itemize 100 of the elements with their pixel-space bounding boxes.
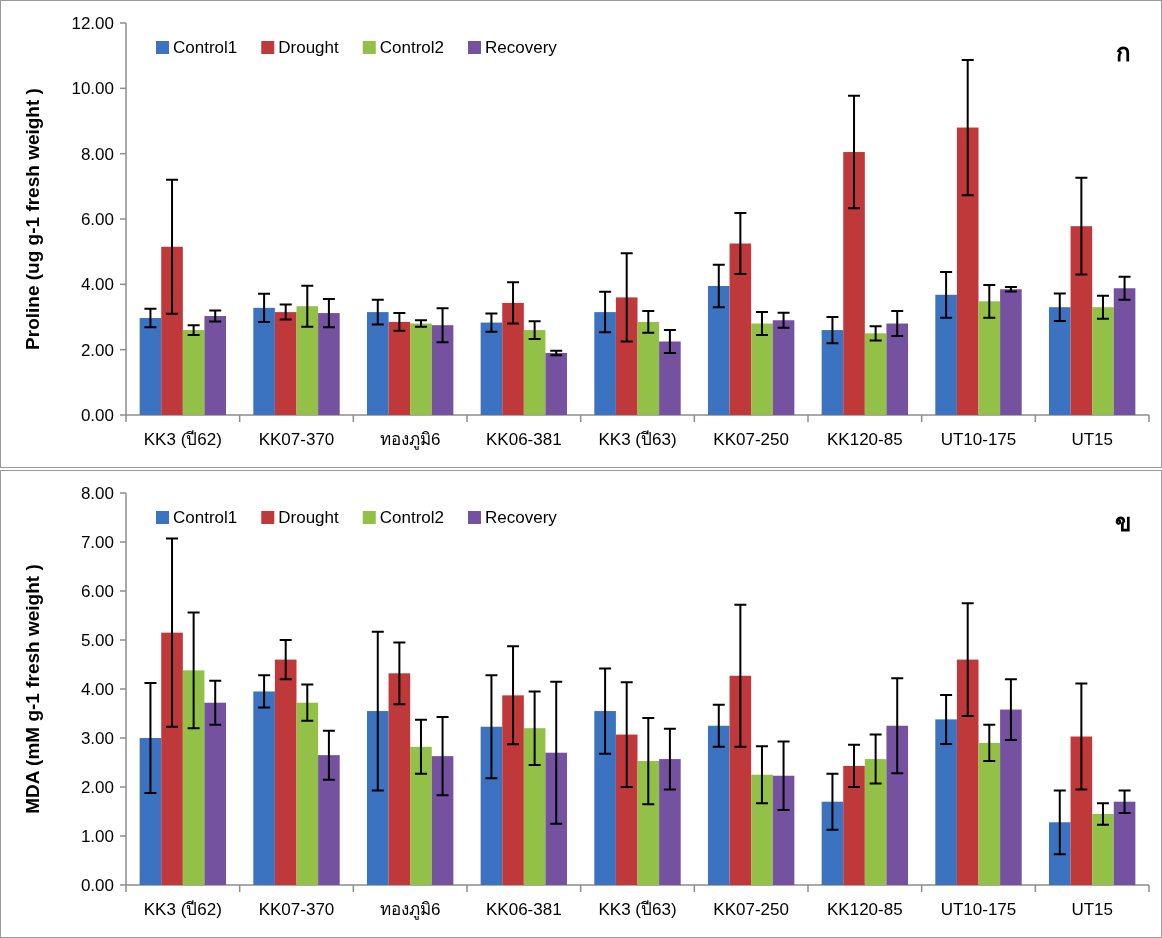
x-tick-label: UT10-175 [940, 900, 1017, 919]
x-tick-label: UT15 [1071, 430, 1113, 449]
bar [956, 659, 979, 885]
x-tick-label: KK120-85 [827, 900, 903, 919]
bar [1113, 288, 1136, 415]
x-tick-label: KK06-381 [486, 900, 562, 919]
legend-label: Recovery [485, 508, 558, 527]
bar [161, 632, 183, 885]
bar [318, 313, 340, 415]
bar [480, 726, 503, 885]
bar [615, 734, 638, 885]
y-tick-label: 3.00 [80, 729, 114, 748]
y-tick-label: 5.00 [80, 631, 114, 650]
bar [139, 317, 162, 415]
bar [864, 333, 887, 415]
bar [594, 312, 616, 415]
bar [659, 341, 681, 415]
bar [253, 691, 275, 885]
bar [161, 246, 183, 415]
bar [253, 307, 275, 415]
x-tick-label: ทองภูมิ6 [379, 900, 441, 920]
x-tick-label: KK3 (ปี62) [143, 430, 222, 449]
y-tick-label: 12.00 [71, 14, 114, 33]
bar [935, 719, 957, 885]
y-tick-label: 2.00 [80, 778, 114, 797]
bar [502, 302, 524, 415]
y-tick-label: 0.00 [80, 876, 114, 895]
x-tick-label: KK120-85 [827, 430, 903, 449]
bar [751, 774, 773, 885]
y-tick-label: 6.00 [80, 210, 114, 229]
bar [1070, 736, 1093, 885]
bar [204, 702, 227, 885]
bar [480, 322, 503, 415]
bar [843, 765, 865, 885]
bar [935, 294, 957, 415]
bar [274, 659, 297, 885]
bar [410, 746, 432, 885]
y-tick-label: 1.00 [80, 827, 114, 846]
bar [772, 775, 795, 885]
x-tick-label: ทองภูมิ6 [379, 430, 441, 450]
bar [431, 325, 454, 415]
bar [637, 761, 660, 885]
bar [1000, 709, 1022, 885]
legend-label: Drought [278, 38, 340, 57]
x-tick-label: UT10-175 [940, 430, 1017, 449]
x-tick-label: UT15 [1071, 900, 1113, 919]
bar [502, 695, 524, 885]
bar [1048, 307, 1071, 415]
bar [388, 673, 411, 885]
x-tick-label: KK07-250 [713, 430, 789, 449]
y-tick-label: 10.00 [71, 79, 114, 99]
y-tick-label: 4.00 [80, 275, 114, 295]
bar [707, 725, 730, 885]
y-axis-title: MDA (mM g-1 fresh weight ) [22, 564, 43, 814]
x-tick-label: KK3 (ปี63) [598, 430, 677, 449]
bar [843, 152, 865, 415]
legend-label: Control2 [379, 508, 445, 527]
bar [729, 675, 752, 885]
bar [545, 352, 568, 415]
y-tick-label: 8.00 [80, 144, 114, 164]
bar [729, 243, 752, 415]
bar [545, 752, 568, 885]
x-tick-label: KK3 (ปี63) [598, 900, 677, 919]
y-axis-title: Proline (ug g-1 fresh weight ) [22, 88, 43, 350]
bar [523, 330, 546, 415]
y-tick-label: 7.00 [80, 533, 114, 552]
bar [182, 670, 205, 885]
bar [296, 702, 319, 885]
bar [1048, 822, 1071, 885]
x-tick-label: KK06-381 [486, 430, 562, 449]
y-tick-label: 4.00 [80, 680, 114, 699]
bar [366, 711, 389, 885]
bar [707, 285, 730, 415]
bar [410, 323, 432, 415]
annotation: ก [1116, 39, 1131, 66]
bar [274, 312, 297, 415]
x-tick-label: KK07-250 [713, 900, 789, 919]
bar [431, 756, 454, 885]
y-tick-label: 2.00 [80, 340, 114, 360]
bar [1092, 813, 1114, 885]
bar [772, 320, 795, 415]
bar [182, 330, 205, 415]
bar [366, 312, 389, 415]
legend-label: Drought [278, 508, 340, 527]
bar [978, 742, 1001, 885]
annotation: ข [1115, 509, 1131, 536]
legend-label: Control1 [173, 38, 238, 57]
y-tick-label: 8.00 [80, 484, 114, 503]
bar [821, 801, 844, 885]
legend-label: Control1 [173, 508, 238, 527]
x-tick-label: KK07-370 [258, 900, 335, 919]
y-tick-label: 6.00 [80, 582, 114, 601]
x-tick-label: KK07-370 [258, 430, 335, 449]
bar [956, 127, 979, 415]
bar [886, 725, 909, 885]
bar [1092, 307, 1114, 415]
legend-label: Recovery [485, 38, 558, 57]
bar [615, 297, 638, 415]
bar [1000, 289, 1022, 415]
bar [659, 759, 681, 885]
